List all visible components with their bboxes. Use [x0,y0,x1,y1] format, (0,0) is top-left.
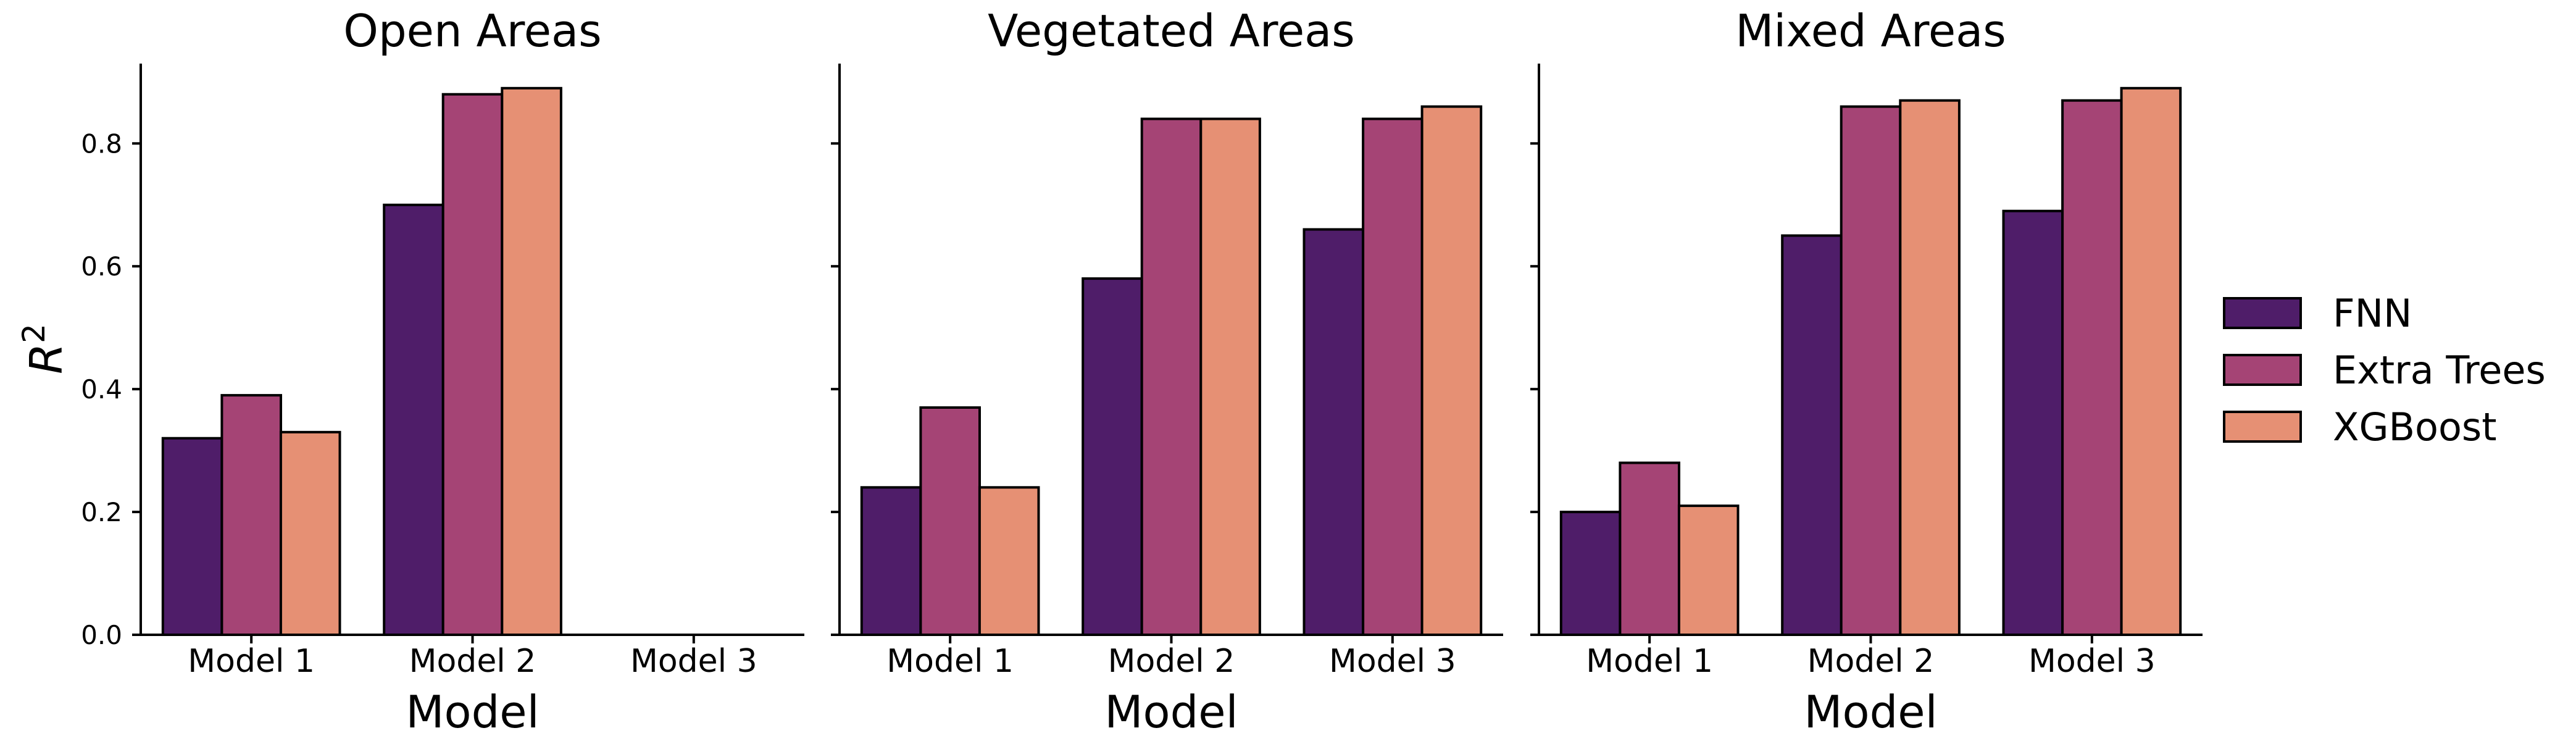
bar-xgboost-model-3 [1420,105,1483,637]
x-tick-label: Model 3 [1329,643,1456,680]
bar-xgboost-model-2 [1199,117,1261,636]
panel-2: Vegetated Areas Model 1 Model 2 Model 3 Mode… [831,5,1503,738]
bar-fnn-model-3 [2002,209,2064,636]
bar-xgboost-model-1 [279,430,341,636]
legend-swatch [2223,354,2302,386]
bar-extra-trees-model-3 [1362,117,1423,636]
bar-xgboost-model-2 [501,86,562,637]
bar-fnn-model-1 [161,437,223,636]
x-axis-label: Model [1104,686,1238,738]
y-tick-label: 0.2 [81,497,122,527]
legend-swatch [2223,297,2302,329]
y-tick-label: 0.8 [81,128,122,159]
x-tick-label: Model 3 [630,643,757,680]
bar-extra-trees-model-1 [1619,461,1680,636]
y-tick-label: 0.4 [81,374,122,404]
panel-title: Mixed Areas [1735,5,2006,57]
x-axis-label: Model [406,686,539,738]
bar-fnn-model-1 [1559,511,1622,636]
y-tick-label: 0.6 [81,251,122,282]
bar-extra-trees-model-1 [220,394,282,636]
y-tick-label: 0.0 [81,620,122,650]
bar-fnn-model-3 [1303,228,1365,636]
bar-xgboost-model-1 [978,486,1040,636]
x-tick-label: Model 2 [1108,643,1235,680]
panel-3: Mixed Areas Model 1 Model 2 Model 3 Model [1530,5,2203,738]
bar-fnn-model-2 [1082,277,1143,637]
x-tick-label: Model 2 [409,643,536,680]
panel-1: Open Areas 0.0 0.2 0.4 0.6 0.8 Model 1 Model 2 M… [81,5,804,738]
legend-label: FNN [2333,291,2412,336]
legend-label: Extra Trees [2333,348,2546,393]
bar-fnn-model-2 [1781,234,1843,636]
bar-extra-trees-model-2 [1140,117,1203,636]
x-tick-label: Model 1 [886,643,1014,680]
legend-item-extra-trees: Extra Trees [2223,348,2546,393]
bar-xgboost-model-1 [1677,504,1740,636]
legend: FNN Extra Trees XGBoost [2223,291,2546,450]
legend-item-xgboost: XGBoost [2223,404,2497,450]
panel-title: Vegetated Areas [988,5,1355,57]
x-tick-label: Model 1 [1586,643,1713,680]
bar-extra-trees-model-3 [2061,99,2123,636]
bar-extra-trees-model-2 [441,93,504,636]
bar-xgboost-model-3 [2120,86,2182,637]
legend-item-fnn: FNN [2223,291,2412,336]
legend-label: XGBoost [2333,404,2497,450]
y-axis-label: R2 [16,324,72,374]
x-tick-label: Model 3 [2028,643,2156,680]
bar-fnn-model-2 [383,203,444,636]
x-tick-label: Model 2 [1807,643,1935,680]
bar-extra-trees-model-2 [1840,105,1902,637]
bar-xgboost-model-2 [1899,99,1961,636]
legend-swatch [2223,411,2302,443]
x-tick-label: Model 1 [188,643,315,680]
x-axis-label: Model [1804,686,1937,738]
bar-fnn-model-1 [860,486,922,636]
panel-title: Open Areas [343,5,601,57]
bar-extra-trees-model-1 [919,406,982,636]
